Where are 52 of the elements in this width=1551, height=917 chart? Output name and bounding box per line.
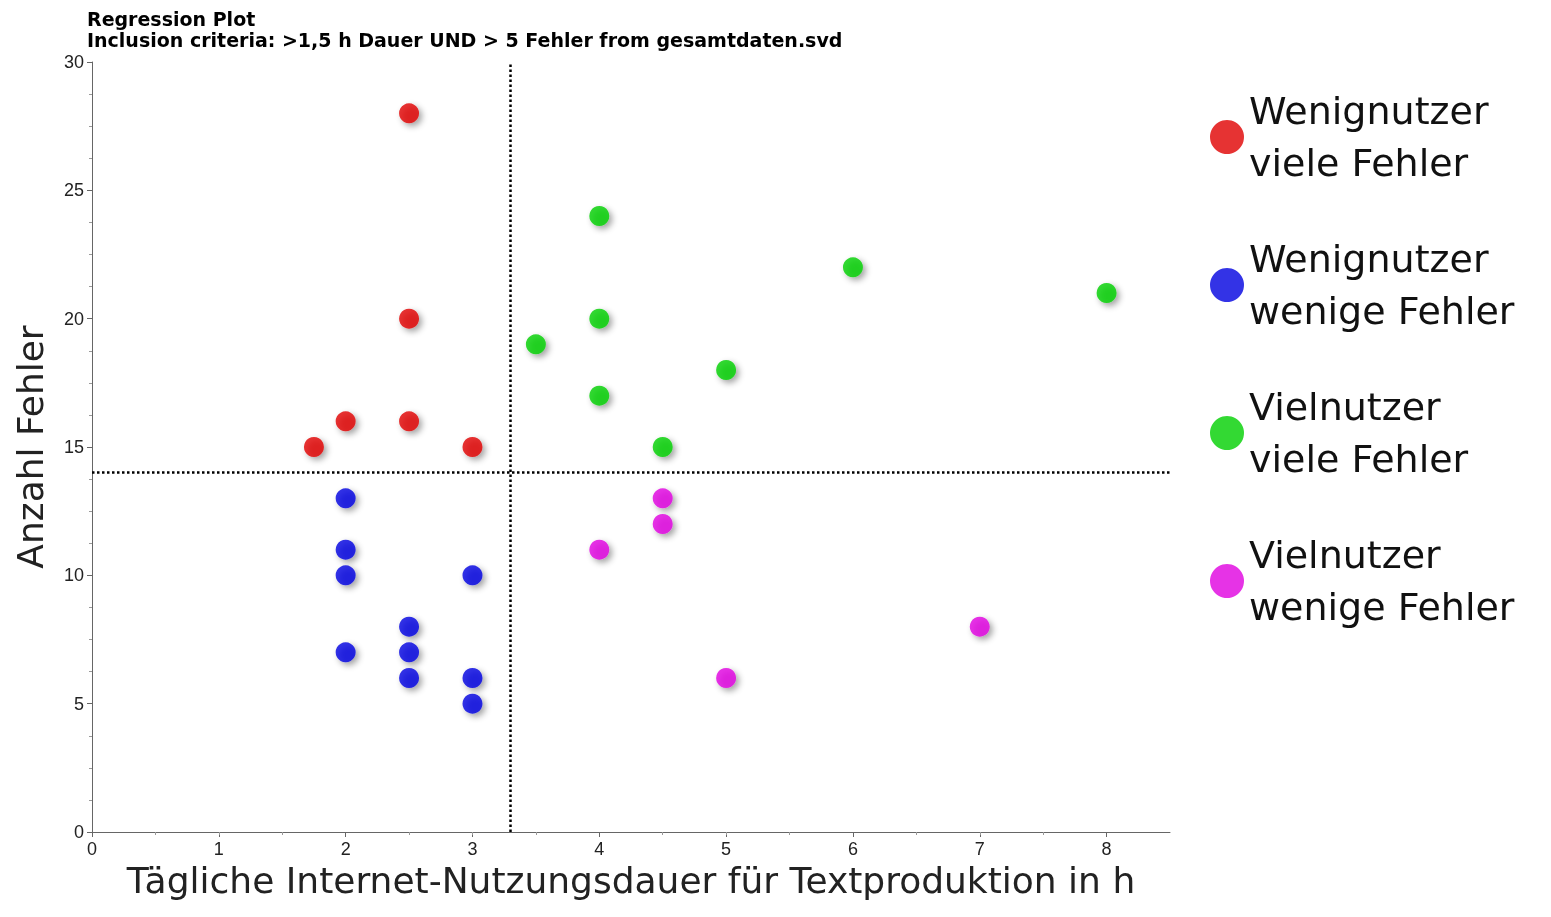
point	[399, 103, 420, 124]
y-axis-title: Anzahl Fehler	[9, 325, 51, 569]
x-tick-label: 4	[594, 839, 605, 859]
y-tick-label: 5	[73, 693, 84, 714]
point	[589, 539, 610, 560]
point	[335, 642, 356, 663]
y-tick-label: 20	[63, 308, 84, 329]
point	[842, 257, 863, 278]
point	[652, 488, 673, 509]
point	[399, 411, 420, 432]
y-tick-label: 10	[63, 565, 84, 586]
legend-label: Vielnutzer viele Fehler	[1249, 385, 1469, 481]
y-tick-label: 25	[63, 180, 84, 201]
point	[335, 539, 356, 560]
y-tick-label: 15	[63, 437, 84, 457]
point	[399, 668, 420, 688]
x-tick-label: 2	[340, 839, 351, 859]
legend-label: Vielnutzer wenige Fehler	[1249, 533, 1515, 629]
point	[525, 334, 546, 355]
point	[969, 616, 990, 637]
x-tick-label: 6	[847, 839, 858, 859]
point	[399, 642, 420, 663]
point	[462, 437, 483, 457]
point	[716, 360, 737, 380]
point	[462, 565, 483, 586]
point	[652, 437, 673, 457]
point	[399, 616, 420, 637]
legend-label: Wenignutzer viele Fehler	[1249, 89, 1489, 185]
y-tick-label: 30	[63, 52, 84, 72]
point	[462, 693, 483, 714]
point	[335, 411, 356, 432]
x-tick-label: 3	[467, 839, 478, 859]
point	[399, 308, 420, 329]
point	[335, 565, 356, 586]
point	[589, 308, 610, 329]
legend-label: Wenignutzer wenige Fehler	[1249, 237, 1515, 333]
point	[589, 385, 610, 406]
chart-title: Regression Plot	[87, 7, 256, 30]
x-tick-label: 7	[974, 839, 985, 859]
y-tick-label: 0	[73, 822, 84, 842]
point	[589, 206, 610, 226]
x-axis-title: Tägliche Internet-Nutzungsdauer für Textproduktion in h	[125, 860, 1136, 902]
point	[303, 437, 324, 457]
point	[652, 514, 673, 534]
point	[462, 668, 483, 688]
point	[335, 488, 356, 509]
point	[1096, 283, 1117, 303]
x-tick-label: 8	[1101, 839, 1112, 859]
x-tick-label: 5	[721, 839, 732, 859]
x-tick-label: 0	[86, 839, 98, 859]
point	[716, 668, 737, 688]
x-tick-label: 1	[213, 839, 224, 859]
